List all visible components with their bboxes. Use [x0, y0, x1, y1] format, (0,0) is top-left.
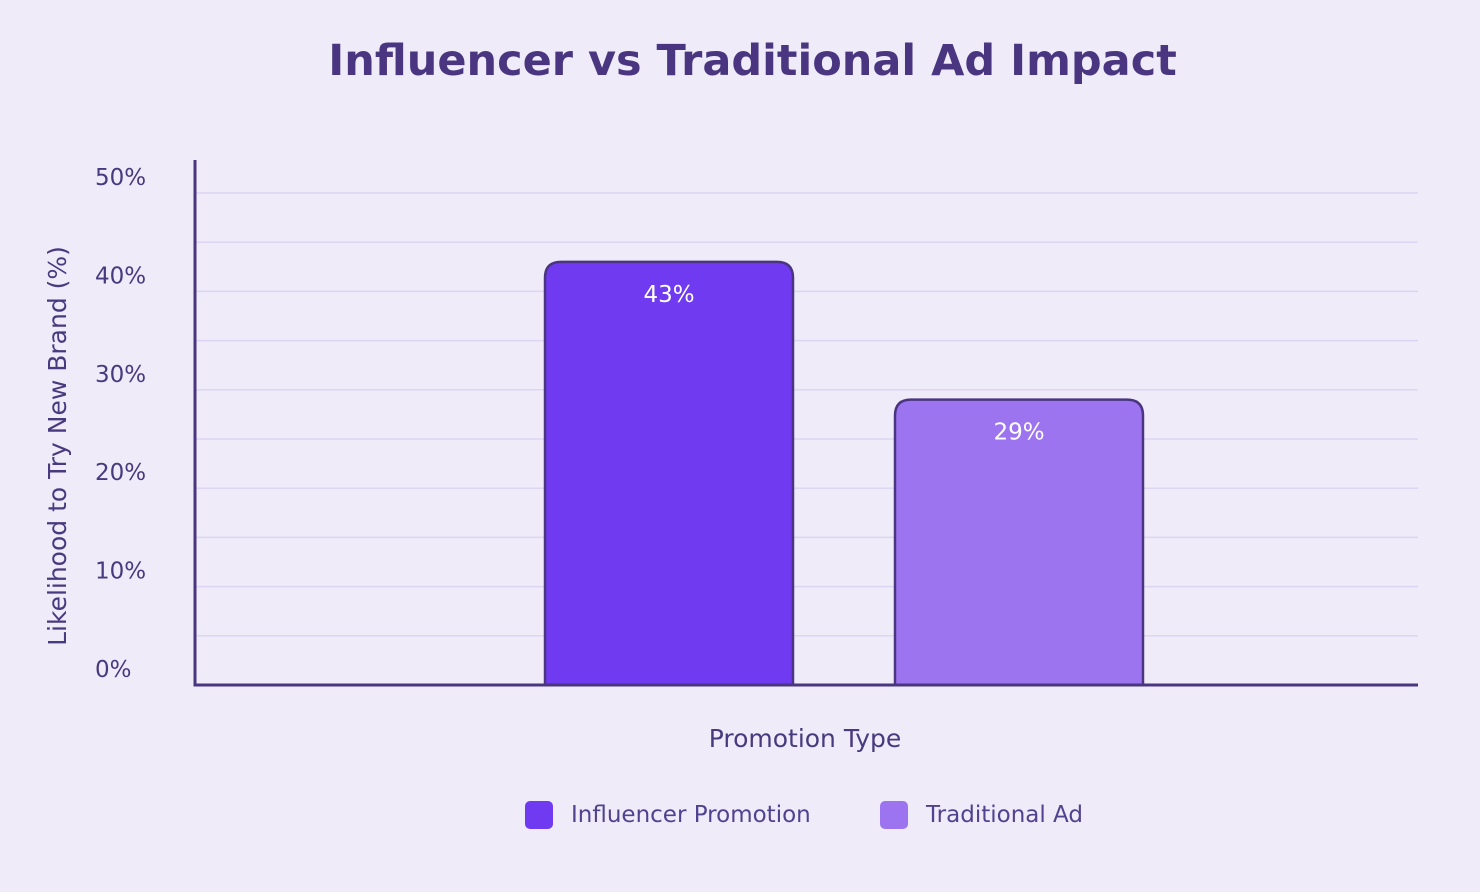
bars-layer	[543, 260, 1145, 687]
legend-label: Influencer Promotion	[571, 802, 811, 828]
legend-item-traditional-ad[interactable]: Traditional Ad	[880, 798, 1083, 832]
legend-item-influencer-promotion[interactable]: Influencer Promotion	[525, 798, 811, 832]
y-tick-label: 50%	[95, 165, 146, 191]
axes-layer	[193, 160, 1418, 687]
labels-layer: 0% 10% 20% 30% 40% 50% 43% 29% Promotion Type Lik…	[43, 165, 1045, 753]
legend: Influencer Promotion Traditional Ad	[0, 798, 1480, 832]
bar-value-label: 29%	[993, 420, 1044, 446]
bar-0	[543, 260, 795, 687]
bar-value-label: 43%	[643, 282, 694, 308]
grid-layer	[195, 192, 1418, 637]
bar-1	[893, 398, 1145, 687]
y-tick-label: 10%	[95, 559, 146, 585]
legend-swatch	[880, 801, 908, 829]
y-tick-label: 0%	[95, 657, 132, 683]
y-tick-label: 40%	[95, 263, 146, 289]
y-tick-label: 20%	[95, 460, 146, 486]
legend-label: Traditional Ad	[926, 802, 1083, 828]
y-axis-title: Likelihood to Try New Brand (%)	[43, 246, 72, 646]
legend-swatch	[525, 801, 553, 829]
x-axis-title: Promotion Type	[709, 724, 902, 753]
y-tick-label: 30%	[95, 362, 146, 388]
chart-title: Influencer vs Traditional Ad Impact	[328, 36, 1177, 86]
